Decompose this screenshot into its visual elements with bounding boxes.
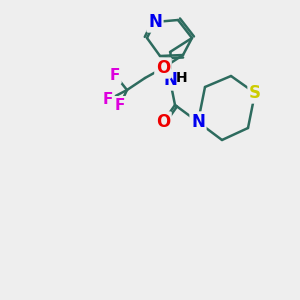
Text: O: O <box>156 113 170 131</box>
Text: F: F <box>103 92 113 107</box>
Text: O: O <box>156 59 170 77</box>
Text: N: N <box>148 13 162 31</box>
Text: F: F <box>110 68 120 82</box>
Text: N: N <box>163 71 177 89</box>
Text: S: S <box>249 84 261 102</box>
Text: F: F <box>115 98 125 112</box>
Text: H: H <box>176 71 188 85</box>
Text: N: N <box>191 113 205 131</box>
